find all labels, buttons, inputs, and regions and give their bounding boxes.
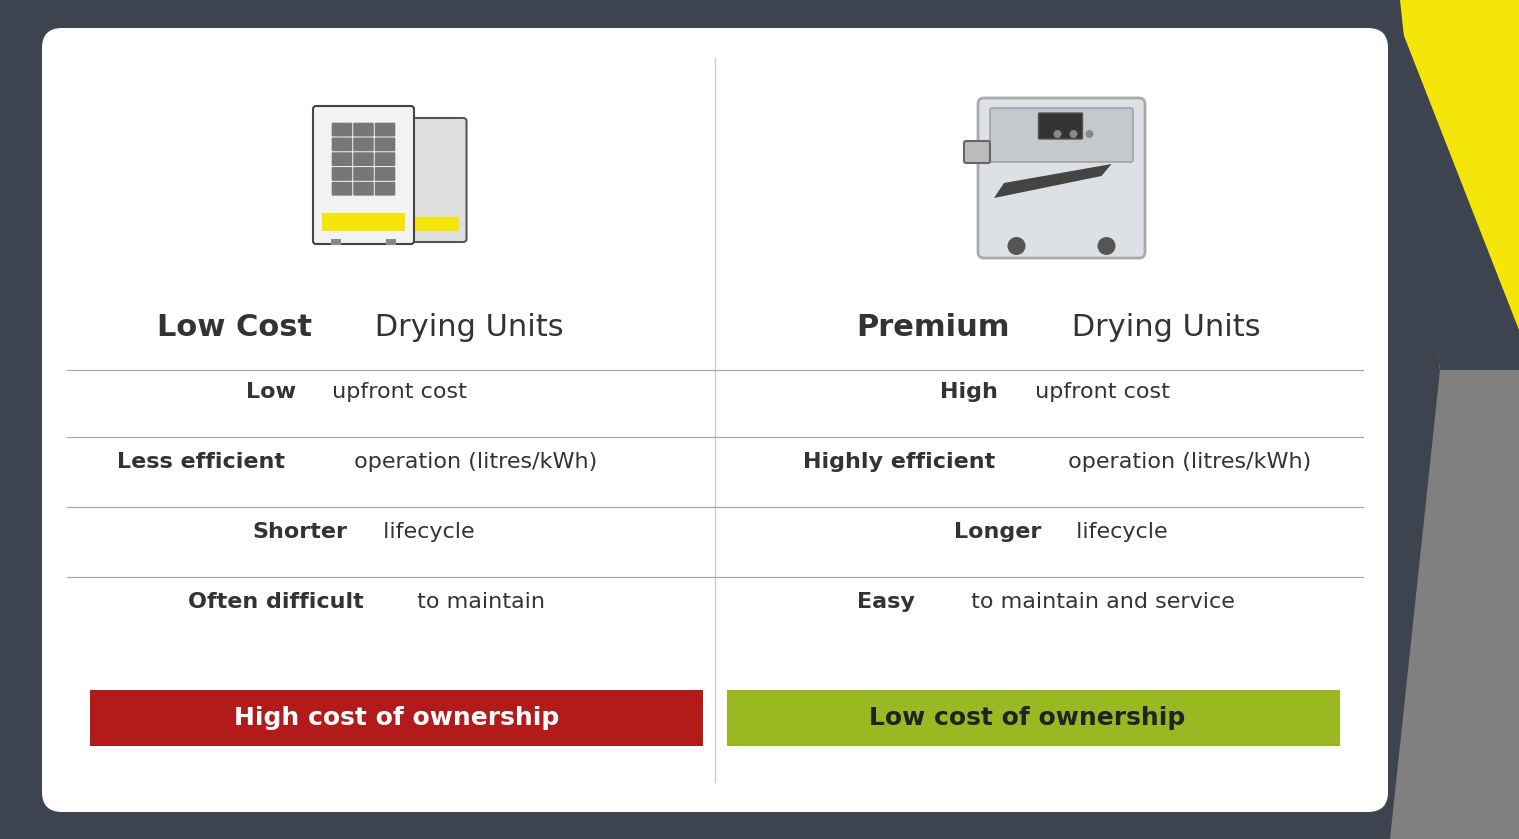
Text: High cost of ownership: High cost of ownership xyxy=(234,706,559,730)
Text: upfront cost: upfront cost xyxy=(1028,382,1170,402)
Polygon shape xyxy=(1390,0,1519,370)
FancyBboxPatch shape xyxy=(331,167,352,181)
Circle shape xyxy=(1098,237,1115,255)
FancyBboxPatch shape xyxy=(978,98,1145,258)
Text: operation (litres/kWh): operation (litres/kWh) xyxy=(348,452,597,472)
FancyBboxPatch shape xyxy=(375,152,395,166)
FancyBboxPatch shape xyxy=(354,138,374,151)
Text: High: High xyxy=(940,382,998,402)
FancyBboxPatch shape xyxy=(728,690,1340,746)
FancyBboxPatch shape xyxy=(322,213,406,231)
Polygon shape xyxy=(1390,370,1519,839)
FancyBboxPatch shape xyxy=(375,138,395,151)
Polygon shape xyxy=(993,164,1112,198)
FancyBboxPatch shape xyxy=(313,106,415,244)
Text: Highly efficient: Highly efficient xyxy=(804,452,995,472)
FancyBboxPatch shape xyxy=(375,122,395,137)
FancyBboxPatch shape xyxy=(354,122,374,137)
FancyBboxPatch shape xyxy=(354,152,374,166)
FancyBboxPatch shape xyxy=(1039,113,1083,139)
Circle shape xyxy=(1086,130,1094,138)
FancyBboxPatch shape xyxy=(990,108,1133,162)
FancyBboxPatch shape xyxy=(354,182,374,195)
Circle shape xyxy=(1054,130,1062,138)
FancyBboxPatch shape xyxy=(389,118,466,242)
FancyBboxPatch shape xyxy=(331,138,352,151)
Text: Often difficult: Often difficult xyxy=(188,592,363,612)
Circle shape xyxy=(1069,130,1077,138)
Text: operation (litres/kWh): operation (litres/kWh) xyxy=(1062,452,1311,472)
Text: Low Cost: Low Cost xyxy=(156,314,311,342)
FancyBboxPatch shape xyxy=(331,122,352,137)
Text: Easy: Easy xyxy=(857,592,914,612)
FancyBboxPatch shape xyxy=(375,182,395,195)
FancyBboxPatch shape xyxy=(90,690,703,746)
Text: Low: Low xyxy=(246,382,296,402)
Text: Less efficient: Less efficient xyxy=(117,452,286,472)
Text: Low cost of ownership: Low cost of ownership xyxy=(869,706,1186,730)
Text: Shorter: Shorter xyxy=(252,522,346,542)
Text: Longer: Longer xyxy=(954,522,1041,542)
FancyBboxPatch shape xyxy=(354,167,374,181)
Text: to maintain and service: to maintain and service xyxy=(963,592,1235,612)
Text: lifecycle: lifecycle xyxy=(375,522,474,542)
Polygon shape xyxy=(1401,0,1519,370)
FancyBboxPatch shape xyxy=(43,28,1388,812)
Text: Drying Units: Drying Units xyxy=(365,314,564,342)
FancyBboxPatch shape xyxy=(331,152,352,166)
FancyBboxPatch shape xyxy=(396,217,459,231)
Text: Premium: Premium xyxy=(855,314,1009,342)
FancyBboxPatch shape xyxy=(375,167,395,181)
FancyBboxPatch shape xyxy=(965,141,990,163)
Text: to maintain: to maintain xyxy=(410,592,545,612)
Text: upfront cost: upfront cost xyxy=(325,382,466,402)
Text: lifecycle: lifecycle xyxy=(1069,522,1168,542)
FancyBboxPatch shape xyxy=(331,239,340,245)
Circle shape xyxy=(1007,237,1025,255)
Text: Drying Units: Drying Units xyxy=(1062,314,1261,342)
FancyBboxPatch shape xyxy=(386,239,396,245)
FancyBboxPatch shape xyxy=(331,182,352,195)
